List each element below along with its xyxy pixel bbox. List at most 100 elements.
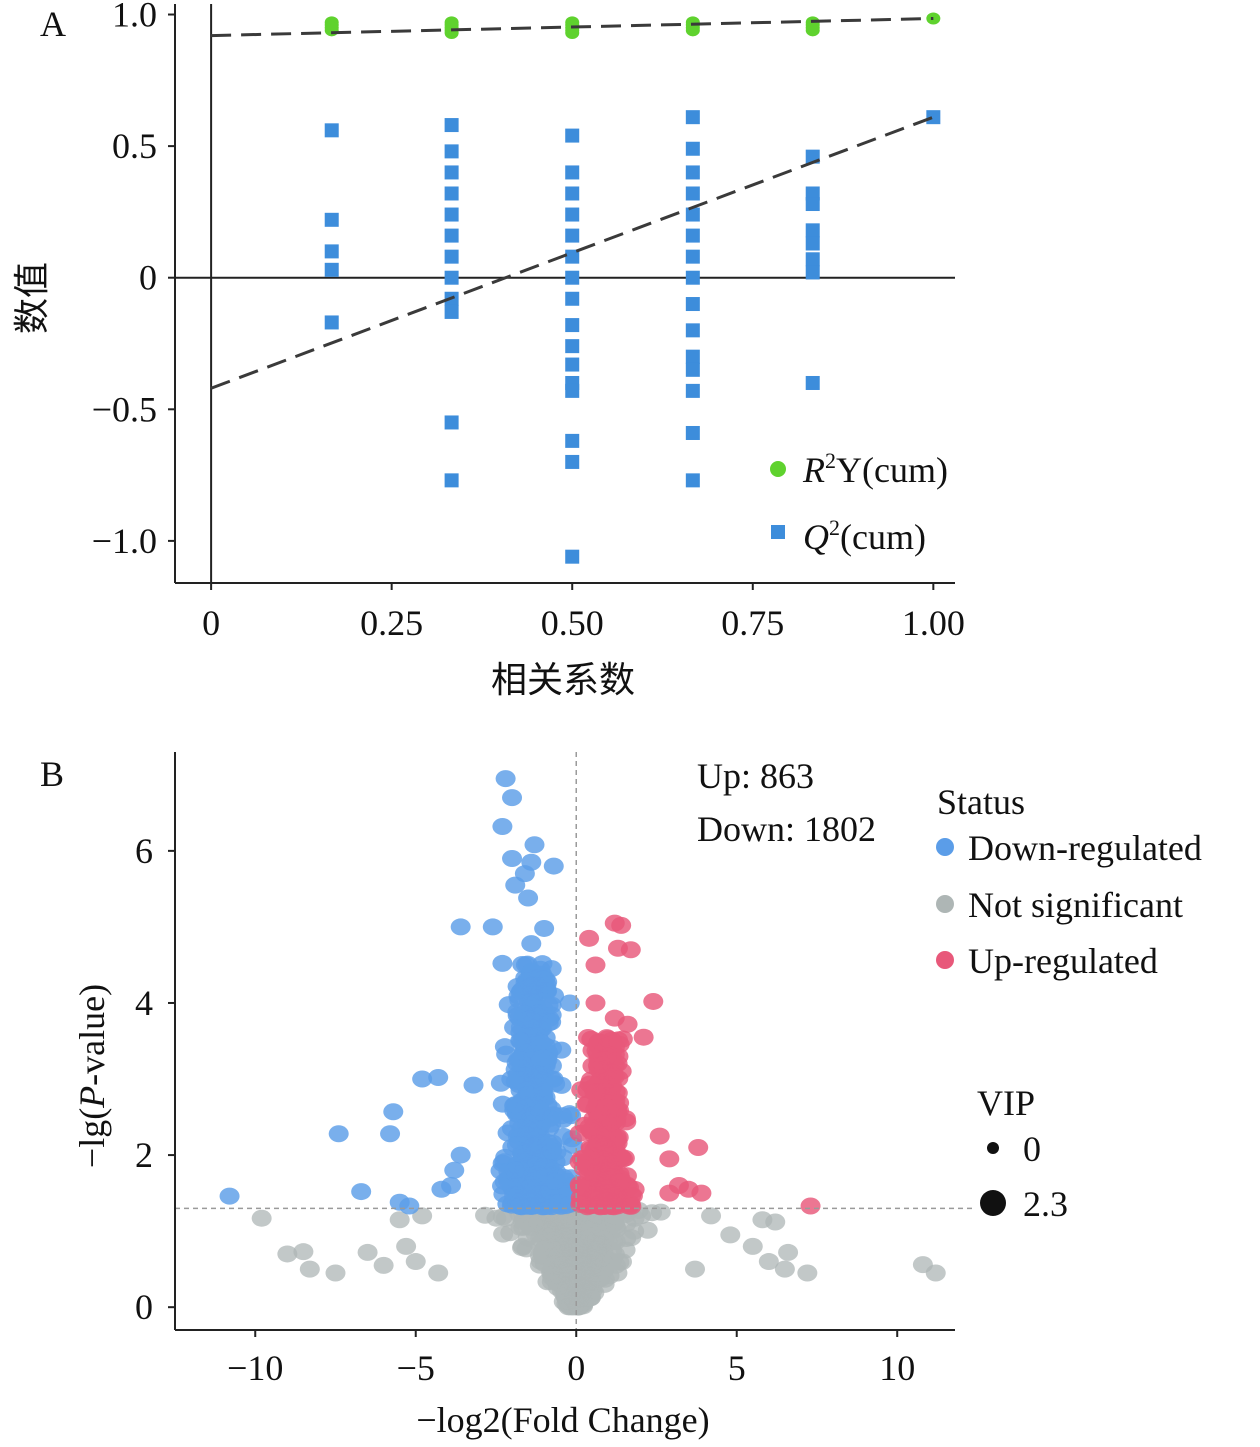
not-significant-point (543, 1224, 564, 1242)
legend-vip-large-marker (980, 1190, 1006, 1216)
up-regulated-point (598, 1110, 619, 1128)
down-regulated-point (505, 876, 526, 894)
not-significant-point (251, 1209, 272, 1227)
legend-down-marker (936, 838, 954, 856)
panel-b-label: B (40, 754, 64, 794)
not-significant-point (925, 1264, 946, 1282)
q2-fit-line (210, 115, 934, 390)
panel-b: B 0 2 4 6 −10 −5 0 5 10 −log2(Fold Change) −lg(… (40, 752, 1202, 1440)
not-significant-point (493, 1225, 514, 1243)
q2-point (805, 252, 820, 267)
not-significant-point (405, 1253, 426, 1271)
down-regulated-point (527, 1165, 548, 1183)
down-regulated-point (463, 1076, 484, 1094)
down-regulated-point (543, 857, 564, 875)
q2-point (805, 236, 820, 251)
q2-point (685, 110, 700, 125)
q2-point (805, 223, 820, 238)
panel-a-y-tick-label: 0 (139, 258, 157, 298)
legend-up-label: Up-regulated (968, 941, 1158, 981)
q2-point (565, 357, 580, 372)
panel-a-y-tick-label: −0.5 (92, 389, 157, 429)
legend-down-label: Down-regulated (968, 828, 1202, 868)
q2-point (565, 186, 580, 201)
not-significant-point (558, 1292, 579, 1310)
up-regulated-point (597, 1030, 618, 1048)
q2-point (565, 433, 580, 448)
panel-b-x-tick-label: −10 (227, 1348, 283, 1388)
up-regulated-point (577, 1095, 598, 1113)
not-significant-point (637, 1221, 658, 1239)
down-regulated-point (534, 919, 555, 937)
not-significant-point (495, 1209, 516, 1227)
legend-vip-small-marker (987, 1142, 999, 1154)
down-regulated-point (412, 1070, 433, 1088)
not-significant-point (685, 1260, 705, 1278)
down-regulated-point (492, 818, 513, 836)
not-significant-point (527, 1215, 548, 1233)
down-regulated-point (520, 1010, 541, 1028)
q2-point (324, 212, 339, 227)
annotation-down-count: Down: 1802 (697, 809, 876, 849)
q2-point (444, 304, 459, 319)
panel-b-y-tick-label: 4 (135, 983, 153, 1023)
up-regulated-point (570, 1195, 591, 1213)
down-regulated-point (399, 1197, 420, 1215)
not-significant-point (758, 1253, 779, 1271)
down-regulated-point (380, 1125, 401, 1143)
up-regulated-point (800, 1197, 821, 1215)
down-regulated-point (450, 918, 471, 936)
down-regulated-point (494, 1038, 515, 1056)
down-regulated-point (501, 1070, 522, 1088)
down-regulated-point (559, 994, 580, 1012)
up-regulated-point (688, 1138, 709, 1156)
q2-point (805, 265, 820, 280)
panel-b-x-tick-label: 0 (567, 1348, 585, 1388)
up-regulated-point (596, 1192, 617, 1210)
panel-b-x-tick-label: 10 (879, 1348, 915, 1388)
q2-point (685, 362, 700, 377)
panel-a-plot-area (175, 4, 955, 583)
legend-notsig-marker (936, 895, 954, 913)
not-significant-point (412, 1207, 433, 1225)
panel-a-label: A (40, 4, 66, 44)
down-regulated-point (519, 1120, 540, 1138)
not-significant-point (396, 1237, 417, 1255)
q2-point (685, 349, 700, 364)
up-regulated-point (585, 956, 606, 974)
legend-status-title: Status (937, 782, 1025, 822)
panel-a-y-axis-label: 数值 (12, 262, 53, 334)
not-significant-point (774, 1260, 795, 1278)
down-regulated-point (521, 962, 542, 980)
r2y-point (805, 24, 820, 37)
q2-point (685, 186, 700, 201)
r2y-fit-line (211, 16, 934, 38)
q2-point (444, 249, 459, 264)
q2-point (685, 323, 700, 338)
q2-point (565, 165, 580, 180)
down-regulated-point (526, 977, 547, 995)
up-regulated-point (614, 1149, 635, 1167)
panel-b-y-tick-label: 2 (135, 1135, 153, 1175)
up-regulated-point (616, 1113, 637, 1131)
down-regulated-point (511, 1032, 532, 1050)
up-regulated-point (594, 1126, 615, 1144)
down-regulated-point (507, 1097, 528, 1115)
down-regulated-point (527, 1065, 548, 1083)
panel-a-x-tick-label: 0.25 (360, 603, 423, 643)
q2-point (565, 249, 580, 264)
panel-b-y-tick-label: 6 (135, 831, 153, 871)
annotation-up-count: Up: 863 (697, 756, 814, 796)
down-regulated-point (383, 1103, 404, 1121)
down-regulated-point (553, 1127, 574, 1145)
down-regulated-point (504, 1161, 525, 1179)
panel-b-plot-area (175, 752, 975, 1330)
q2-point (565, 207, 580, 222)
q2-point (805, 197, 820, 212)
up-regulated-point (604, 1068, 625, 1086)
down-regulated-point (502, 849, 523, 867)
panel-a-y-tick-label: −1.0 (92, 521, 157, 561)
panel-b-x-axis-label: −log2(Fold Change) (416, 1400, 709, 1440)
q2-point (685, 473, 700, 488)
